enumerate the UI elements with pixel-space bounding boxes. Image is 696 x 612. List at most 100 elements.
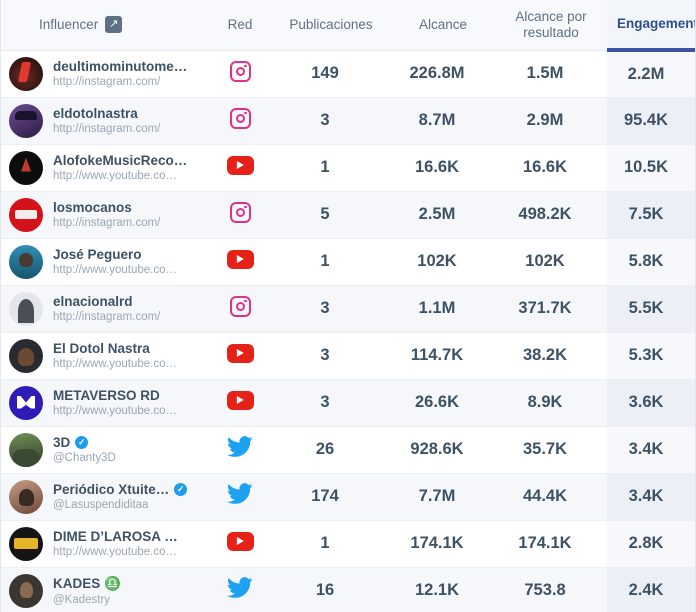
column-header-influencer[interactable]: Influencer ↗ xyxy=(1,0,209,51)
avatar xyxy=(9,338,43,373)
cell-influencer[interactable]: El Dotol Nastra http://www.youtube.co… xyxy=(1,332,209,380)
table-row[interactable]: elnacionalrd http://instagram.com/3 1.1M 37… xyxy=(1,285,695,333)
table-row[interactable]: 3D ✓ @Chanty3D 26 928.6K 35.7K 3.4K xyxy=(1,426,695,474)
influencer-url[interactable]: http://www.youtube.co… xyxy=(53,546,178,558)
influencer-name[interactable]: 3D ✓ xyxy=(53,435,116,450)
influencer-url[interactable]: @Kadestry xyxy=(53,593,111,606)
cell-alcance-por-resultado: 371.7K xyxy=(495,285,607,333)
influencer-name[interactable]: DIME D’LAROSA … xyxy=(53,529,178,544)
instagram-icon[interactable] xyxy=(229,295,251,317)
cell-alcance-por-resultado: 38.2K xyxy=(495,332,607,380)
cell-influencer[interactable]: DIME D’LAROSA … http://www.youtube.co… xyxy=(1,520,209,568)
cell-influencer[interactable]: Periódico Xtuite… ✓ @Lasuspendiditaa xyxy=(1,473,209,521)
cell-influencer[interactable]: deultimominutome… http://instagram.com/ xyxy=(1,50,209,98)
twitter-icon[interactable] xyxy=(227,483,253,505)
cell-influencer[interactable]: losmocanos http://instagram.com/ xyxy=(1,191,209,239)
cell-network[interactable] xyxy=(209,567,271,612)
cell-alcance-por-resultado: 8.9K xyxy=(495,379,607,427)
cell-engagement: 5.3K xyxy=(607,332,695,380)
influencer-name-text: KADES ♎ xyxy=(53,575,121,591)
influencer-name-text: DIME D’LAROSA … xyxy=(53,529,178,544)
cell-influencer[interactable]: elnacionalrd http://instagram.com/ xyxy=(1,285,209,333)
table-row[interactable]: KADES ♎ @Kadestry 16 12.1K 753.8 2.4K xyxy=(1,567,695,612)
cell-influencer[interactable]: José Peguero http://www.youtube.co… xyxy=(1,238,209,286)
avatar xyxy=(9,197,43,232)
table-row[interactable]: AlofokeMusicReco… http://www.youtube.co… 1… xyxy=(1,144,695,192)
youtube-icon[interactable] xyxy=(226,249,254,269)
cell-publicaciones: 1 xyxy=(271,238,391,286)
cell-network[interactable] xyxy=(209,332,271,380)
influencer-name[interactable]: elnacionalrd xyxy=(53,294,160,309)
table-row[interactable]: José Peguero http://www.youtube.co… 1 102K 1… xyxy=(1,238,695,286)
influencer-url[interactable]: http://instagram.com/ xyxy=(53,217,161,229)
external-link-icon[interactable]: ↗ xyxy=(105,16,123,34)
influencer-url[interactable]: http://instagram.com/ xyxy=(53,76,161,88)
influencer-url[interactable]: http://www.youtube.co… xyxy=(53,358,178,370)
cell-network[interactable] xyxy=(209,97,271,145)
table-row[interactable]: El Dotol Nastra http://www.youtube.co… 3 11… xyxy=(1,332,695,380)
instagram-icon[interactable] xyxy=(229,201,251,223)
column-header-publicaciones-label: Publicaciones xyxy=(289,16,373,32)
column-header-red[interactable]: Red xyxy=(209,0,271,51)
cell-network[interactable] xyxy=(209,379,271,427)
twitter-icon[interactable] xyxy=(227,436,253,458)
table-row[interactable]: eldotolnastra http://instagram.com/3 8.7M 2… xyxy=(1,97,695,145)
youtube-icon[interactable] xyxy=(226,390,254,410)
table-row[interactable]: METAVERSO RD http://www.youtube.co… 3 26.6K… xyxy=(1,379,695,427)
table-row[interactable]: Periódico Xtuite… ✓ @Lasuspendiditaa 174 7.7… xyxy=(1,473,695,521)
cell-alcance-por-resultado: 498.2K xyxy=(495,191,607,239)
cell-alcance-por-resultado: 35.7K xyxy=(495,426,607,474)
cell-network[interactable] xyxy=(209,50,271,98)
influencer-url[interactable]: http://instagram.com/ xyxy=(53,311,161,323)
influencer-name[interactable]: eldotolnastra xyxy=(53,106,160,121)
cell-network[interactable] xyxy=(209,285,271,333)
avatar xyxy=(9,56,43,91)
table-row[interactable]: DIME D’LAROSA … http://www.youtube.co… 1 17… xyxy=(1,520,695,568)
twitter-icon[interactable] xyxy=(227,577,253,599)
column-header-engagement[interactable]: Engagement ↓ xyxy=(607,0,695,52)
youtube-icon[interactable] xyxy=(226,531,254,551)
table-row[interactable]: deultimominutome… http://instagram.com/14… xyxy=(1,50,695,98)
influencer-url[interactable]: @Chanty3D xyxy=(53,452,116,464)
cell-network[interactable] xyxy=(209,191,271,239)
cell-alcance: 26.6K xyxy=(391,379,495,427)
influencer-url[interactable]: http://instagram.com/ xyxy=(53,123,161,135)
cell-alcance-por-resultado: 753.8 xyxy=(495,567,607,612)
influencer-url[interactable]: http://www.youtube.co… xyxy=(53,264,178,276)
influencer-name[interactable]: José Peguero xyxy=(53,247,177,262)
column-header-publicaciones[interactable]: Publicaciones xyxy=(271,0,391,51)
influencer-name[interactable]: deultimominutome… xyxy=(53,59,187,74)
youtube-icon[interactable] xyxy=(226,155,254,175)
cell-influencer[interactable]: KADES ♎ @Kadestry xyxy=(1,567,209,612)
influencer-name[interactable]: KADES ♎ xyxy=(53,576,121,592)
influencer-url[interactable]: http://www.youtube.co… xyxy=(53,405,178,417)
influencer-url[interactable]: @Lasuspendiditaa xyxy=(53,499,149,511)
column-header-alcance-por-resultado[interactable]: Alcance por resultado xyxy=(495,0,607,51)
cell-influencer[interactable]: eldotolnastra http://instagram.com/ xyxy=(1,97,209,145)
influencer-name[interactable]: Periódico Xtuite… ✓ xyxy=(53,482,188,497)
cell-network[interactable] xyxy=(209,144,271,192)
youtube-icon[interactable] xyxy=(226,343,254,363)
cell-engagement: 10.5K xyxy=(607,144,695,192)
cell-influencer[interactable]: AlofokeMusicReco… http://www.youtube.co… xyxy=(1,144,209,192)
cell-alcance: 174.1K xyxy=(391,520,495,568)
influencer-url[interactable]: http://www.youtube.co… xyxy=(53,170,178,182)
cell-influencer[interactable]: 3D ✓ @Chanty3D xyxy=(1,426,209,474)
cell-network[interactable] xyxy=(209,426,271,474)
table-row[interactable]: losmocanos http://instagram.com/5 2.5M 498.… xyxy=(1,191,695,239)
cell-network[interactable] xyxy=(209,520,271,568)
cell-influencer[interactable]: METAVERSO RD http://www.youtube.co… xyxy=(1,379,209,427)
column-header-alcance[interactable]: Alcance xyxy=(391,0,495,51)
cell-network[interactable] xyxy=(209,238,271,286)
influencer-name[interactable]: losmocanos xyxy=(53,200,160,215)
influencer-name[interactable]: El Dotol Nastra xyxy=(53,341,177,356)
verified-badge-icon: ✓ xyxy=(174,483,188,496)
influencer-name[interactable]: METAVERSO RD xyxy=(53,388,177,403)
instagram-icon[interactable] xyxy=(229,60,251,82)
influencer-name-text: METAVERSO RD xyxy=(53,388,160,403)
instagram-icon[interactable] xyxy=(229,107,251,129)
influencer-name[interactable]: AlofokeMusicReco… xyxy=(53,153,187,168)
cell-network[interactable] xyxy=(209,473,271,521)
cell-alcance: 226.8M xyxy=(391,50,495,98)
